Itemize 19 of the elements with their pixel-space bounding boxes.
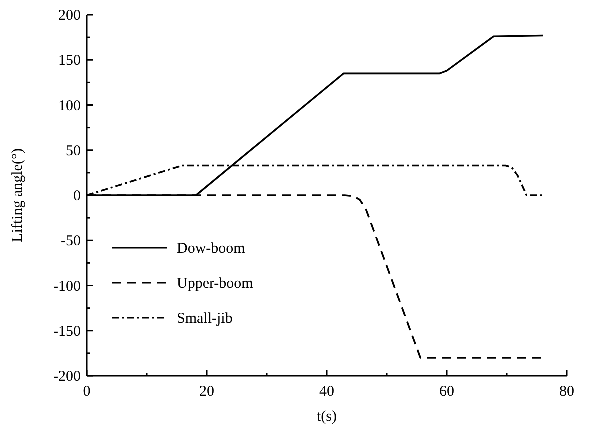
x-tick-label: 60	[440, 384, 454, 400]
legend-label: Small-jib	[177, 310, 233, 327]
y-axis-title: Lifting angle(°)	[10, 148, 26, 242]
y-tick-label: -200	[54, 369, 81, 385]
x-tick-label: 40	[320, 384, 334, 400]
y-tick-label: 150	[58, 53, 81, 70]
y-tick-label: 0	[74, 188, 81, 204]
x-tick-label: 80	[560, 384, 574, 400]
y-tick-label: -50	[61, 234, 81, 250]
y-tick-label: -150	[54, 324, 81, 340]
x-tick-label: 20	[200, 384, 214, 400]
y-tick-label: 200	[58, 8, 81, 24]
y-tick-label: -100	[54, 278, 81, 295]
x-axis-title: t(s)	[317, 409, 337, 425]
legend-label: Dow-boom	[177, 240, 246, 257]
y-tick-label: 50	[66, 143, 81, 160]
x-tick-label: 0	[83, 384, 91, 400]
legend-label: Upper-boom	[177, 276, 254, 292]
y-tick-label: 100	[58, 98, 81, 114]
